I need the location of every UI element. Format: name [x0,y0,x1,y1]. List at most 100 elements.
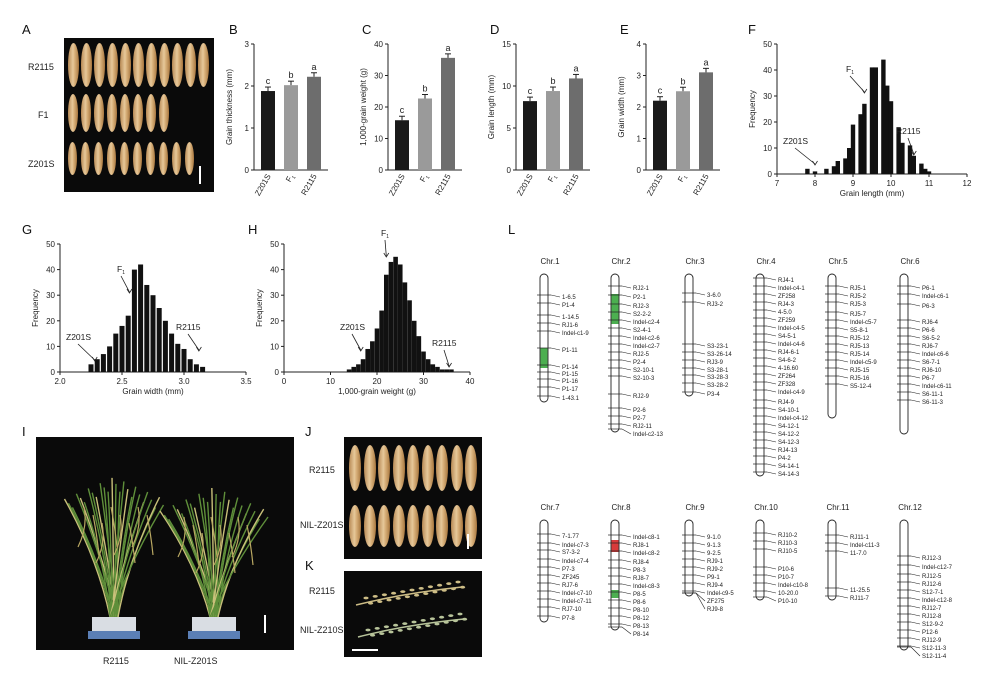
pot [92,617,136,631]
marker-leader [621,351,632,355]
marker-label: P6-1 [922,286,935,292]
panicle-1 [357,612,468,638]
spikelet [411,620,417,624]
spikelet [434,622,440,626]
marker-label: RJ5-13 [850,344,870,350]
grain [185,43,196,87]
chromosome-title: Chr.5 [828,257,848,266]
panel-label-c: C [362,22,372,37]
pot-rim [188,631,240,639]
spikelet [439,615,445,619]
marker-label: S4-5-1 [778,334,797,340]
y-tick-label: 50 [763,40,772,49]
panicle [228,532,236,574]
histogram-bar [843,158,848,174]
marker-label: RJ12-7 [922,606,942,612]
spikelet [370,633,376,637]
spikelet [448,614,454,617]
marker-label: Indel-c2-6 [633,336,660,342]
histogram-F: 0 10 20 30 40 50 7 8 9 10 11 12 Grain length (mm) Fre… [748,40,972,198]
subscript: 1 [683,175,690,181]
marker-leader [766,582,777,586]
panelA-row-f1: F1 [38,110,49,120]
spikelet [420,619,426,622]
marker-label: RJ3-9 [707,360,724,366]
y-tick-label: 0 [637,166,642,175]
y-tick-label: 20 [46,317,55,326]
marker-label: Indel-c2-7 [633,344,660,350]
histogram-bar [187,359,193,372]
y-axis-label: Frequency [255,289,264,327]
y-tick-label: 30 [374,72,383,81]
significance-letter: b [288,70,293,80]
x-tick-label: 40 [466,377,475,386]
histogram-bar [346,369,352,372]
marker-label: Indel-c6-11 [922,384,952,390]
spikelet [423,592,429,595]
y-tick-label: 3 [245,40,250,49]
grain [436,505,448,547]
panicle [195,532,204,574]
marker-label: RJ2-5 [633,352,650,358]
marker-leader [766,431,777,435]
marker-leader [550,574,561,578]
spikelet [365,628,371,632]
marker-leader [766,447,777,451]
marker-leader [766,463,777,467]
chromosome-title: Chr.6 [900,257,920,266]
panelI-label-nil: NIL-Z201S [174,656,218,666]
panicle [213,524,222,566]
panelK-row-r2115: R2115 [309,586,335,596]
spikelet [404,595,410,599]
bar [699,72,713,170]
marker-leader [695,592,706,602]
leaf [217,508,265,618]
annotation-arrow [794,147,816,165]
histogram-bar [351,366,357,372]
panicle-drawing [352,580,468,651]
marker-leader [621,423,632,427]
spikelet [391,591,397,595]
spikelet [372,595,378,598]
grain [392,505,405,547]
histogram-bar [831,166,837,174]
x-tick-label: 20 [373,377,382,386]
grain [68,94,78,132]
grain [407,445,419,491]
marker-label: P1-4 [562,303,575,309]
panel-label-g: G [22,222,33,237]
grain [107,43,118,87]
marker-label: RJ5-12 [850,336,870,342]
y-tick-label: 40 [763,66,772,75]
spikelet [462,617,468,621]
marker-leader [766,365,777,369]
arrowhead [861,88,868,94]
marker-leader [910,589,921,593]
marker-leader [550,533,561,537]
panicle-photo-k [344,571,482,657]
marker-label: 10-20.0 [778,591,799,597]
marker-label: S2-2-2 [633,312,652,318]
marker-leader [766,423,777,427]
significance-letter: c [658,86,663,96]
annotation-arrow [907,137,915,155]
marker-label: RJ12-9 [922,638,942,644]
grain [407,505,419,547]
arrowhead [196,346,202,352]
marker-leader [550,558,561,562]
marker-leader [910,581,921,585]
annotation-r2115: R2115 [432,338,457,348]
y-tick-label: 1 [245,124,250,133]
marker-leader [695,592,706,610]
y-tick-label: 50 [46,240,55,249]
histogram-bar [907,145,913,174]
chromosome-12: Chr.12 RJ12-3 Indel-c12-7 RJ12-5 RJ12-6 S12-7… [897,503,953,660]
histogram-bar [407,300,412,372]
histogram-bar [919,163,924,174]
spikelet [383,625,389,629]
marker-label: ZF245 [562,575,580,581]
marker-label: 4-5.0 [778,310,792,316]
spikelet [386,598,392,602]
panel-label-h: H [248,222,258,237]
